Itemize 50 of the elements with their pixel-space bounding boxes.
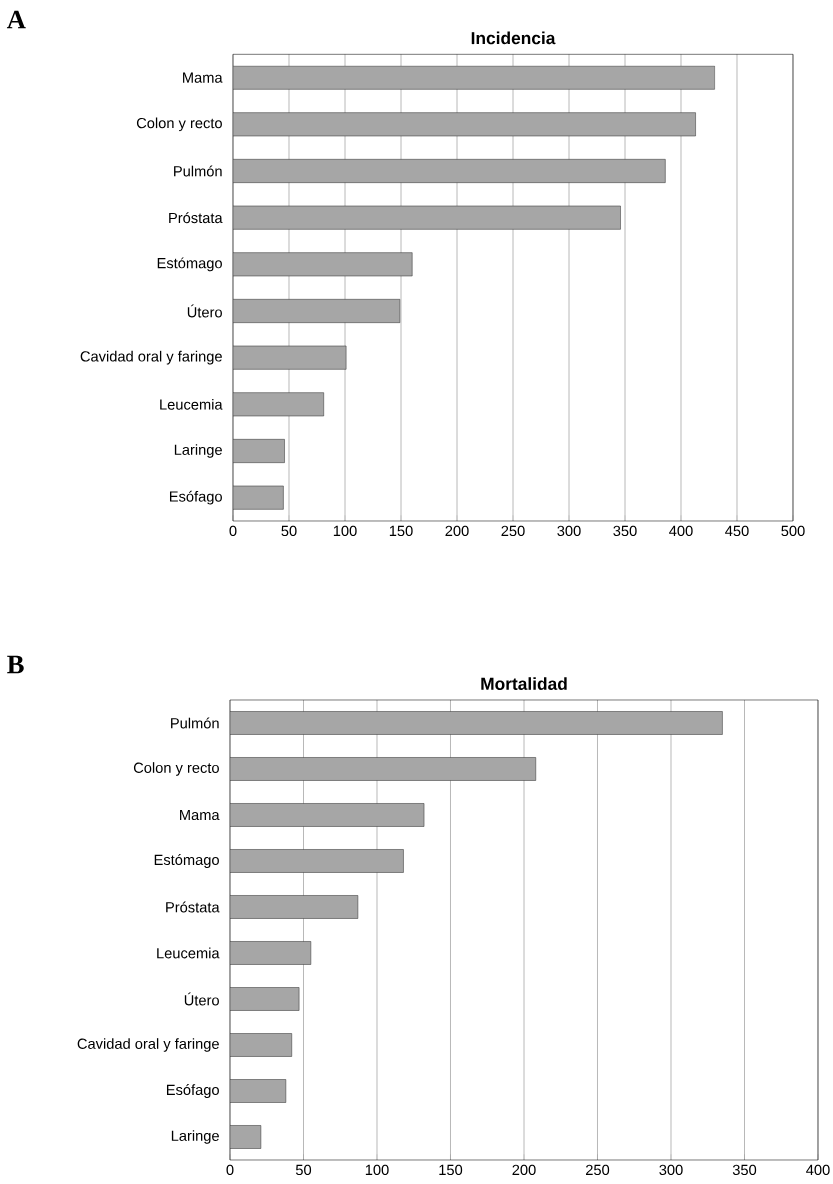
y-tick-label: Laringe <box>174 444 222 458</box>
x-tick-label: 100 <box>333 525 357 537</box>
y-tick-label: Útero <box>184 992 219 1006</box>
bar <box>230 987 300 1011</box>
y-tick-label: Laringe <box>171 1130 219 1144</box>
bar <box>233 485 284 510</box>
x-tick-label: 50 <box>281 525 297 537</box>
y-tick-label: Mama <box>180 809 220 821</box>
y-tick-label: Cavidad oral y faringe <box>80 350 222 365</box>
y-tick-label: Pulmón <box>174 165 222 177</box>
x-tick-label: 350 <box>613 525 637 537</box>
bar <box>230 1125 262 1149</box>
x-tick-label: 250 <box>586 1164 610 1176</box>
x-tick-label: 100 <box>365 1164 389 1176</box>
y-tick-label: Pulmón <box>171 717 219 729</box>
x-tick-label: 300 <box>659 1164 683 1176</box>
text: B <box>7 655 24 674</box>
chart-title: Mortalidad <box>481 677 567 690</box>
x-tick-label: 0 <box>226 1164 234 1176</box>
y-tick-label: Próstata <box>169 212 223 224</box>
y-tick-label: Esófago <box>169 490 222 505</box>
x-tick-label: 350 <box>732 1164 757 1176</box>
x-tick-label: 200 <box>445 525 469 537</box>
x-tick-label: 450 <box>725 525 749 537</box>
x-tick-label: 50 <box>295 1164 312 1176</box>
y-tick-label: Estómago <box>154 854 219 868</box>
y-tick-label: Esófago <box>166 1084 219 1098</box>
x-tick-label: 0 <box>229 525 237 537</box>
x-tick-label: 500 <box>781 525 805 537</box>
chart-title: Incidencia <box>471 31 556 45</box>
x-tick-label: 400 <box>806 1164 830 1176</box>
y-tick-label: Leucemia <box>157 947 220 959</box>
y-tick-label: Estómago <box>157 257 222 272</box>
y-tick-label: Próstata <box>166 901 220 913</box>
x-tick-label: 200 <box>512 1164 536 1176</box>
y-tick-label: Leucemia <box>160 398 223 410</box>
y-tick-label: Colon y recto <box>136 117 222 132</box>
y-tick-label: Mama <box>183 72 223 83</box>
x-tick-label: 150 <box>389 525 413 537</box>
y-tick-label: Colon y recto <box>133 762 219 776</box>
bar <box>230 1033 293 1057</box>
x-tick-label: 150 <box>439 1164 463 1176</box>
x-tick-label: 300 <box>557 525 581 537</box>
text: A <box>6 10 26 29</box>
x-tick-label: 400 <box>669 525 693 537</box>
y-tick-label: Cavidad oral y faringe <box>77 1038 219 1052</box>
bar <box>230 1079 287 1103</box>
y-tick-label: Útero <box>187 304 222 318</box>
bar <box>233 439 285 463</box>
x-tick-label: 250 <box>501 525 525 537</box>
